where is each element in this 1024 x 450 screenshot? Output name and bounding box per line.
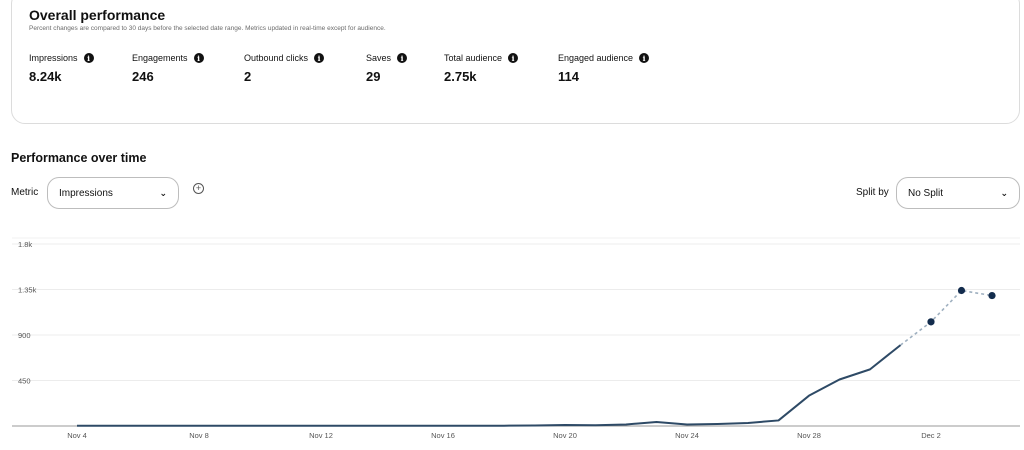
info-icon[interactable]: i (193, 53, 204, 63)
data-point (927, 318, 935, 326)
x-tick-label: Nov 12 (309, 431, 333, 440)
metric-outbound-clicks: Outbound clicks i 2 (244, 53, 325, 84)
x-tick-label: Nov 4 (67, 431, 87, 440)
y-tick-label: 900 (18, 331, 31, 340)
x-tick-label: Nov 20 (553, 431, 577, 440)
info-icon[interactable]: i (508, 53, 519, 63)
data-point (957, 286, 966, 295)
metric-value: 8.24k (29, 69, 62, 84)
split-by-label: Split by (856, 187, 889, 198)
metric-label: Engagements (132, 53, 188, 63)
x-tick-label: Nov 16 (431, 431, 455, 440)
chevron-down-icon: ⌄ (159, 187, 167, 198)
metric-label: Impressions (29, 53, 78, 63)
data-point (988, 291, 996, 300)
info-icon[interactable]: i (83, 53, 94, 63)
metric-value: 246 (132, 69, 154, 84)
info-icon[interactable]: i (397, 53, 408, 63)
metric-value: 114 (558, 69, 579, 84)
overall-performance-card: Overall performance Percent changes are … (11, 0, 1020, 124)
y-tick-label: 1.35k (18, 286, 37, 295)
overview-subtitle: Percent changes are compared to 30 days … (29, 25, 386, 32)
metric-engaged-audience: Engaged audience i 114 (558, 53, 650, 84)
x-tick-label: Nov 28 (797, 431, 821, 440)
split-select-value: No Split (908, 187, 944, 199)
metric-select-value: Impressions (59, 187, 113, 199)
metric-impressions: Impressions i 8.24k (29, 53, 94, 84)
metric-label: Engaged audience (558, 53, 634, 63)
info-icon[interactable]: i (639, 53, 650, 63)
metric-value: 2.75k (444, 69, 477, 84)
x-tick-label: Nov 24 (675, 431, 699, 440)
metric-total-audience: Total audience i 2.75k (444, 53, 519, 84)
split-by-select[interactable]: No Split ⌄ (896, 177, 1020, 209)
info-icon[interactable]: i (314, 53, 325, 63)
add-metric-icon[interactable]: + (193, 183, 204, 194)
y-tick-label: 1.8k (18, 240, 32, 249)
performance-title: Performance over time (11, 151, 147, 165)
metric-label: Outbound clicks (244, 53, 309, 63)
metric-value: 29 (366, 69, 381, 84)
series-line (77, 344, 902, 427)
metric-label: Saves (366, 53, 392, 63)
metric-label: Total audience (444, 53, 503, 63)
metric-engagements: Engagements i 246 (132, 53, 204, 84)
x-tick-label: Nov 8 (189, 431, 209, 440)
overview-title: Overall performance (29, 7, 166, 23)
y-tick-label: 450 (18, 377, 31, 386)
metric-label: Metric (11, 187, 39, 198)
chevron-down-icon: ⌄ (1000, 187, 1008, 198)
metric-value: 2 (244, 69, 252, 84)
metric-saves: Saves i 29 (366, 53, 408, 84)
metric-select[interactable]: Impressions ⌄ (47, 177, 179, 209)
series-dashed-line (900, 289, 993, 346)
x-tick-label: Dec 2 (921, 431, 941, 440)
performance-chart: 1.8k 1.35k 900 450 Nov 4 Nov 8 Nov 12 Nov 16 Nov… (12, 237, 1020, 440)
